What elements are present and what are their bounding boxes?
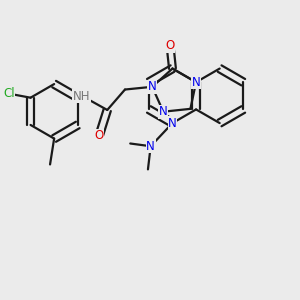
Text: NH: NH (73, 90, 91, 103)
Text: N: N (168, 117, 177, 130)
Text: N: N (159, 105, 168, 118)
Text: O: O (165, 39, 175, 52)
Text: N: N (146, 140, 155, 153)
Text: Cl: Cl (3, 87, 15, 100)
Text: N: N (148, 80, 157, 93)
Text: N: N (192, 76, 200, 89)
Text: O: O (94, 129, 104, 142)
